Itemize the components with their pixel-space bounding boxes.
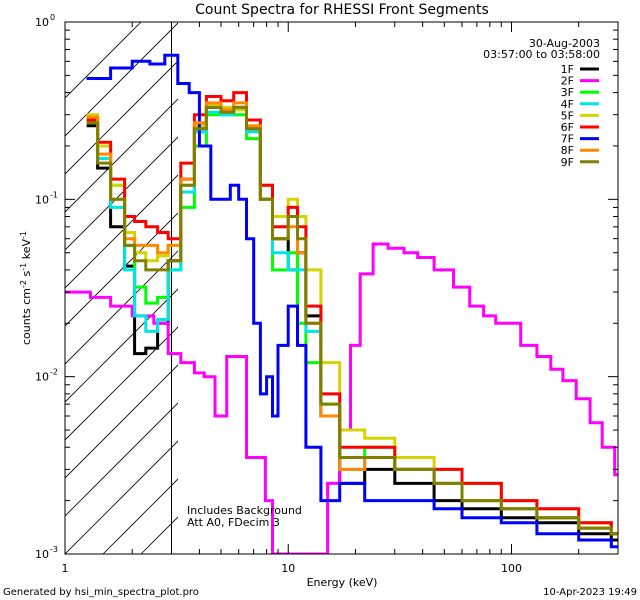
- plot-frame: [64, 21, 619, 555]
- hatch-line: [65, 364, 178, 479]
- legend-label-2F: 2F: [561, 75, 574, 88]
- y-tick-label: 10: [35, 371, 49, 384]
- time-range-label: 03:57:00 to 03:58:00: [483, 48, 600, 61]
- y-tick-exponent: -2: [50, 368, 58, 377]
- series-2F: [65, 242, 618, 554]
- y-tick-label: 10: [35, 193, 49, 206]
- legend-label-9F: 9F: [561, 156, 574, 169]
- series-7F: [86, 53, 618, 549]
- hatch-line: [65, 440, 178, 554]
- y-tick-exponent: 0: [50, 13, 55, 22]
- legend-label-1F: 1F: [561, 63, 574, 76]
- background-note: Includes Background: [187, 504, 302, 517]
- y-tick-exponent: -3: [50, 545, 58, 554]
- legend-label-4F: 4F: [561, 98, 574, 111]
- y-tick-label: 10: [35, 16, 49, 29]
- legend-label-8F: 8F: [561, 144, 574, 157]
- hatch-line: [65, 22, 142, 99]
- legend-label-7F: 7F: [561, 133, 574, 146]
- hatch-line: [65, 402, 178, 517]
- legend-label-6F: 6F: [561, 121, 574, 134]
- series-9F: [86, 105, 618, 536]
- date-label: 30-Aug-2003: [529, 37, 600, 50]
- attenuator-note: Att A0, FDecim 3: [187, 516, 280, 529]
- series-lines: [65, 53, 618, 554]
- generated-by-footer: Generated by hsi_min_spectra_plot.pro: [3, 587, 199, 598]
- y-tick-exponent: -1: [50, 190, 58, 199]
- hatch-line: [65, 174, 178, 289]
- chart-title: Count Spectra for RHESSI Front Segments: [195, 2, 489, 18]
- legend-label-5F: 5F: [561, 109, 574, 122]
- x-tick-label: 1: [62, 562, 69, 575]
- y-tick-label: 10: [35, 548, 49, 561]
- x-tick-label: 100: [501, 562, 522, 575]
- hatch-line: [65, 22, 178, 137]
- y-axis-label: counts cm-2 s-1 keV-1: [19, 231, 34, 345]
- x-axis-label: Energy (keV): [307, 576, 378, 589]
- timestamp-footer: 10-Apr-2023 19:49: [543, 587, 637, 598]
- legend-label-3F: 3F: [561, 86, 574, 99]
- x-tick-label: 10: [281, 562, 295, 575]
- hatch-line: [65, 250, 178, 365]
